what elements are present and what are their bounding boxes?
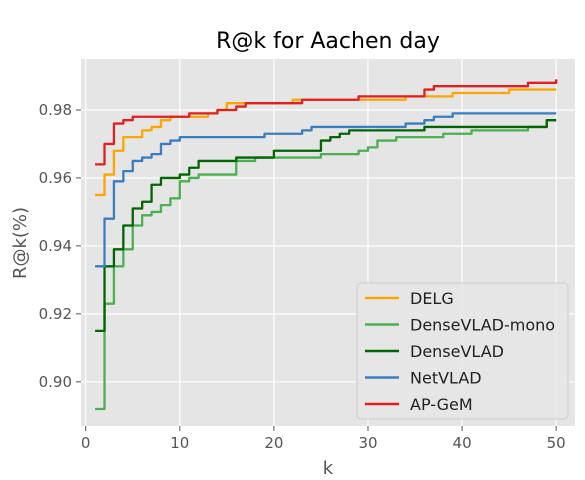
series-layer <box>95 79 558 411</box>
grid <box>81 59 575 426</box>
series-line-densevlad <box>95 119 557 332</box>
x-tick-label: 10 <box>170 434 189 452</box>
x-axis-label: k <box>323 458 334 479</box>
series-line-delg <box>95 88 557 197</box>
legend: DELG DenseVLAD-mono DenseVLAD NetVLAD AP-GeM <box>356 282 569 420</box>
x-tick-label: 0 <box>81 434 91 452</box>
legend-label-densevlad: DenseVLAD <box>410 342 504 361</box>
y-axis-label: R@k(%) <box>10 207 31 279</box>
y-axis-ticks: 0.90 0.92 0.94 0.96 0.98 <box>39 101 81 391</box>
series-line-ap-gem <box>95 79 558 166</box>
legend-label-netvlad: NetVLAD <box>410 369 482 388</box>
x-tick-label: 30 <box>358 434 377 452</box>
x-tick-label: 40 <box>453 434 472 452</box>
y-tick-label: 0.98 <box>39 101 72 119</box>
series-line-densevlad-mono <box>95 119 557 411</box>
legend-label-ap-gem: AP-GeM <box>410 395 473 414</box>
legend-label-delg: DELG <box>410 289 454 308</box>
y-tick-label: 0.92 <box>39 305 72 323</box>
x-axis-ticks: 0 10 20 30 40 50 <box>81 426 566 452</box>
x-tick-label: 50 <box>547 434 566 452</box>
y-tick-label: 0.94 <box>39 237 72 255</box>
chart-title: R@k for Aachen day <box>216 29 440 54</box>
legend-box <box>356 282 569 420</box>
y-tick-label: 0.96 <box>39 169 72 187</box>
series-line-netvlad <box>95 112 557 268</box>
legend-label-densevlad-mono: DenseVLAD-mono <box>410 316 555 335</box>
y-tick-label: 0.90 <box>39 373 72 391</box>
x-tick-label: 20 <box>264 434 283 452</box>
